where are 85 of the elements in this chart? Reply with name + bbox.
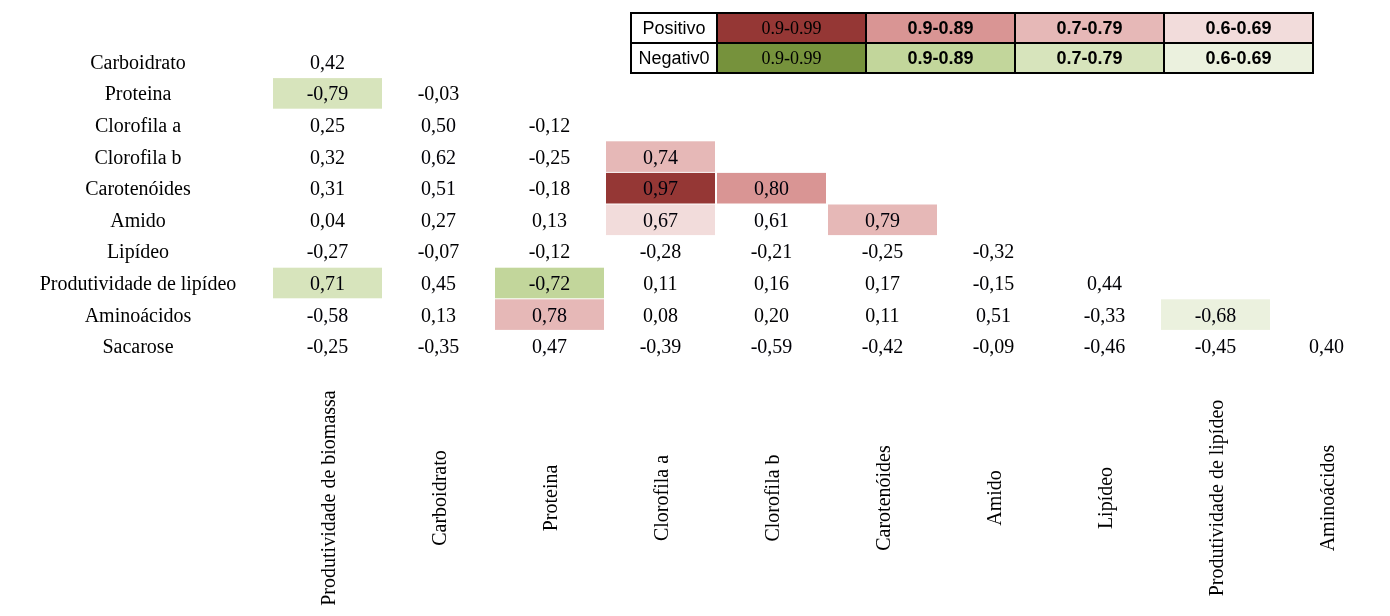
text: Positivo — [642, 17, 706, 38]
data-label: 0,27 — [421, 208, 456, 231]
data-label: -0,32 — [972, 240, 1015, 263]
data-label: 0,50 — [421, 114, 456, 136]
data-label: -0,79 — [306, 82, 349, 105]
data-label: 0,11 — [643, 272, 678, 294]
data-label: -0,03 — [417, 82, 460, 105]
y-tick-label: Lipídeo — [106, 240, 170, 264]
x-tick-label: Produtividade de lipídeo — [1204, 399, 1228, 597]
data-label: 0,71 — [310, 272, 345, 294]
data-label: 0,25 — [310, 114, 345, 136]
x-tick-label: Carboidrato — [427, 450, 450, 546]
data-label: -0,33 — [1083, 303, 1126, 326]
y-tick-label: Clorofila b — [94, 145, 182, 168]
data-label: -0,27 — [306, 240, 349, 263]
x-tick-label: Clorofila a — [649, 454, 672, 542]
data-label: 0,45 — [421, 272, 456, 294]
data-label: 0,80 — [754, 177, 789, 200]
data-label: 0,51 — [976, 303, 1011, 326]
annotation: 0.6-0.69 — [1164, 43, 1313, 73]
x-tick-label: Proteina — [538, 464, 561, 532]
data-label: -0,35 — [417, 335, 460, 358]
y-tick-label: Proteina — [104, 82, 172, 105]
annotation: 0.9-0.89 — [866, 43, 1015, 73]
data-label: 0,47 — [532, 335, 567, 358]
data-label: -0,59 — [750, 335, 793, 358]
annotation: 0.7-0.79 — [1015, 43, 1164, 73]
data-label: 0,40 — [1309, 335, 1344, 358]
data-label: -0,09 — [972, 335, 1015, 358]
data-label: -0,45 — [1194, 335, 1237, 358]
annotation: Negativ0 — [631, 43, 717, 73]
data-label: 0,51 — [421, 177, 456, 200]
data-label: 0,61 — [754, 208, 789, 231]
data-label: 0,17 — [865, 272, 900, 294]
data-label: -0,58 — [306, 303, 349, 326]
data-label: 0,13 — [421, 303, 456, 326]
y-tick-label: Carotenóides — [85, 177, 191, 200]
x-tick-label: Lipídeo — [1093, 466, 1117, 530]
data-label: 0,16 — [754, 272, 789, 294]
data-label: -0,12 — [528, 240, 571, 263]
y-tick-label: Amido — [110, 208, 166, 231]
data-label: 0,97 — [643, 177, 678, 200]
data-label: 0,78 — [532, 303, 567, 326]
text: 0.7-0.79 — [1056, 17, 1123, 38]
x-tick-label: Aminoácidos — [1315, 444, 1338, 552]
x-tick-label: Amido — [982, 470, 1005, 526]
data-label: -0,28 — [639, 240, 682, 263]
data-label: 0,44 — [1087, 272, 1122, 294]
x-tick-label: Clorofila b — [760, 454, 783, 542]
y-tick-label: Sacarose — [102, 335, 174, 358]
data-label: -0,12 — [528, 114, 571, 136]
text: 0.6-0.69 — [1205, 17, 1272, 38]
data-label: 0,04 — [310, 208, 345, 231]
data-label: 0,20 — [754, 303, 789, 326]
data-label: -0,15 — [972, 272, 1015, 294]
data-label: -0,25 — [861, 240, 904, 263]
data-label: -0,46 — [1083, 335, 1126, 358]
text: 0.9-0.99 — [761, 17, 822, 38]
data-label: 0,08 — [643, 303, 678, 326]
data-label: 0,74 — [643, 145, 678, 168]
data-label: -0,25 — [528, 145, 571, 168]
x-tick-label: Carotenóides — [871, 445, 894, 551]
x-tick-label: Produtividade de biomassa — [316, 390, 339, 606]
annotation: 0.9-0.99 — [717, 43, 866, 73]
data-label: 0,13 — [532, 208, 567, 231]
data-label: -0,42 — [861, 335, 904, 358]
data-label: 0,67 — [643, 208, 678, 231]
data-label: 0,32 — [310, 145, 345, 168]
y-tick-label: Carboidrato — [90, 50, 186, 73]
data-label: -0,21 — [750, 240, 793, 263]
data-label: -0,07 — [417, 240, 460, 263]
y-tick-label: Clorofila a — [94, 114, 182, 136]
y-tick-label: Produtividade de lipídeo — [39, 272, 237, 295]
data-label: 0,62 — [421, 145, 456, 168]
data-label: -0,18 — [528, 177, 571, 200]
data-label: 0,42 — [310, 50, 345, 73]
y-tick-label: Aminoácidos — [84, 303, 192, 326]
data-label: -0,39 — [639, 335, 682, 358]
data-label: -0,25 — [306, 335, 349, 358]
data-label: -0,68 — [1194, 303, 1237, 326]
data-label: 0,31 — [310, 177, 345, 200]
text: 0.9-0.89 — [907, 17, 974, 38]
data-label: 0,11 — [865, 303, 900, 326]
data-label: -0,72 — [528, 272, 571, 294]
data-label: 0,79 — [865, 208, 900, 231]
